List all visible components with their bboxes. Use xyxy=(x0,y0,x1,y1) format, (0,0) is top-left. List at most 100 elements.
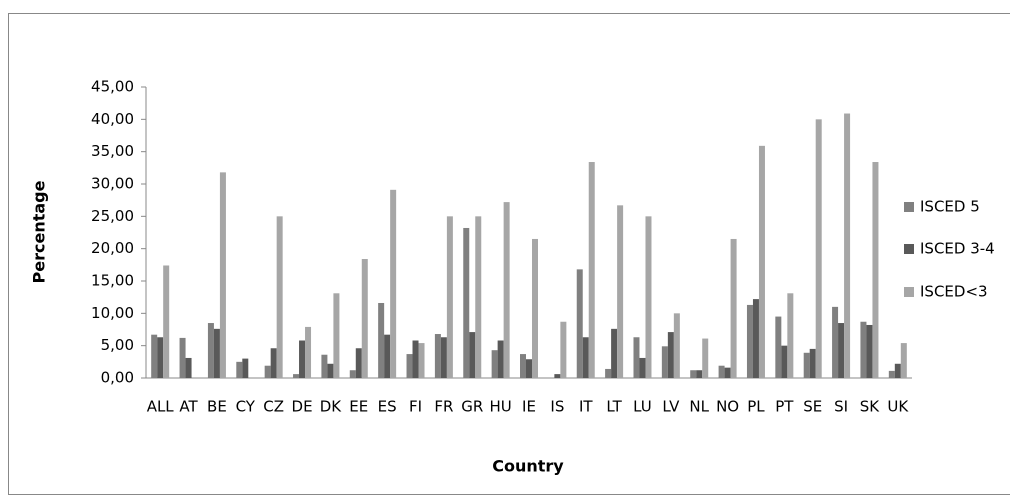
legend-label: ISCED 5 xyxy=(920,198,980,216)
y-tick-label: 5,00 xyxy=(101,336,134,354)
bar xyxy=(491,350,498,378)
bar xyxy=(673,313,680,378)
x-tick-label: AT xyxy=(179,398,198,416)
x-tick-label: LU xyxy=(633,398,652,416)
legend-label: ISCED 3-4 xyxy=(920,240,995,258)
bar xyxy=(752,299,759,378)
bar xyxy=(832,306,839,378)
x-tick-label: PT xyxy=(775,398,794,416)
y-tick-label: 45,00 xyxy=(91,78,134,96)
bar xyxy=(355,348,362,378)
bar xyxy=(809,348,816,378)
bar xyxy=(696,370,703,378)
bar xyxy=(299,340,306,378)
bar xyxy=(639,357,646,378)
bar xyxy=(463,227,470,378)
bar xyxy=(418,343,425,378)
bar xyxy=(293,374,300,378)
x-tick-label: BE xyxy=(207,398,227,416)
x-tick-label: FI xyxy=(409,398,422,416)
legend-label: ISCED<3 xyxy=(920,283,988,301)
bar xyxy=(469,332,476,378)
x-tick-label: PL xyxy=(747,398,765,416)
x-axis-title: Country xyxy=(492,457,564,476)
x-tick-label: ES xyxy=(378,398,397,416)
bar xyxy=(503,202,510,378)
bar xyxy=(157,337,164,378)
bar xyxy=(724,367,731,378)
bar xyxy=(860,321,867,378)
y-tick-label: 25,00 xyxy=(91,207,134,225)
legend-swatch xyxy=(904,244,914,254)
x-tick-label: NL xyxy=(689,398,709,416)
bar xyxy=(242,358,249,378)
x-tick-label: CY xyxy=(236,398,256,416)
bar xyxy=(434,334,441,378)
bar xyxy=(611,328,618,378)
y-tick-label: 30,00 xyxy=(91,175,134,193)
bar xyxy=(179,337,186,378)
bar xyxy=(406,354,413,378)
bar xyxy=(554,374,561,378)
bar xyxy=(219,172,226,378)
bar xyxy=(746,304,753,378)
bar xyxy=(781,345,788,378)
bar xyxy=(888,370,895,378)
bar xyxy=(787,293,794,378)
y-tick-label: 20,00 xyxy=(91,239,134,257)
bar xyxy=(213,328,220,378)
bar xyxy=(718,365,725,378)
bar xyxy=(645,216,652,378)
bar xyxy=(497,340,504,378)
legend-swatch xyxy=(904,202,914,212)
x-tick-label: IS xyxy=(550,398,564,416)
bar xyxy=(378,302,385,378)
bar xyxy=(349,370,356,378)
bar xyxy=(866,324,873,378)
x-tick-label: SE xyxy=(803,398,822,416)
x-tick-label: LV xyxy=(662,398,680,416)
bar xyxy=(900,343,907,378)
bar xyxy=(475,216,482,378)
bar xyxy=(264,365,271,378)
bar xyxy=(276,216,283,378)
bar xyxy=(185,357,192,378)
bar xyxy=(661,346,668,378)
bar xyxy=(588,162,595,378)
x-tick-label: FR xyxy=(434,398,453,416)
bar xyxy=(412,340,419,378)
bar xyxy=(730,238,737,378)
bar xyxy=(560,321,567,378)
bar xyxy=(582,337,589,378)
bar xyxy=(333,293,340,378)
bar xyxy=(803,352,810,378)
bar xyxy=(532,238,538,378)
bar xyxy=(361,259,368,378)
bar xyxy=(605,368,612,378)
bar xyxy=(270,348,277,378)
x-tick-label: IT xyxy=(579,398,593,416)
bar xyxy=(758,145,765,378)
x-tick-label: NO xyxy=(716,398,739,416)
bar xyxy=(526,359,532,378)
bar xyxy=(872,162,879,378)
x-tick-label: CZ xyxy=(263,398,284,416)
x-tick-label: IE xyxy=(522,398,536,416)
bar xyxy=(390,189,397,378)
bar xyxy=(440,337,447,378)
y-tick-label: 35,00 xyxy=(91,142,134,160)
x-tick-label: UK xyxy=(887,398,909,416)
bar xyxy=(163,265,170,378)
y-tick-label: 40,00 xyxy=(91,110,134,128)
bar xyxy=(690,370,697,378)
bar xyxy=(775,316,782,378)
bar xyxy=(305,326,312,378)
bar xyxy=(633,337,640,378)
x-tick-label: GR xyxy=(461,398,483,416)
bar xyxy=(838,323,845,378)
legend-swatch xyxy=(904,287,914,297)
x-tick-label: SK xyxy=(860,398,881,416)
bar xyxy=(702,338,709,378)
y-axis-title: Percentage xyxy=(30,180,49,283)
